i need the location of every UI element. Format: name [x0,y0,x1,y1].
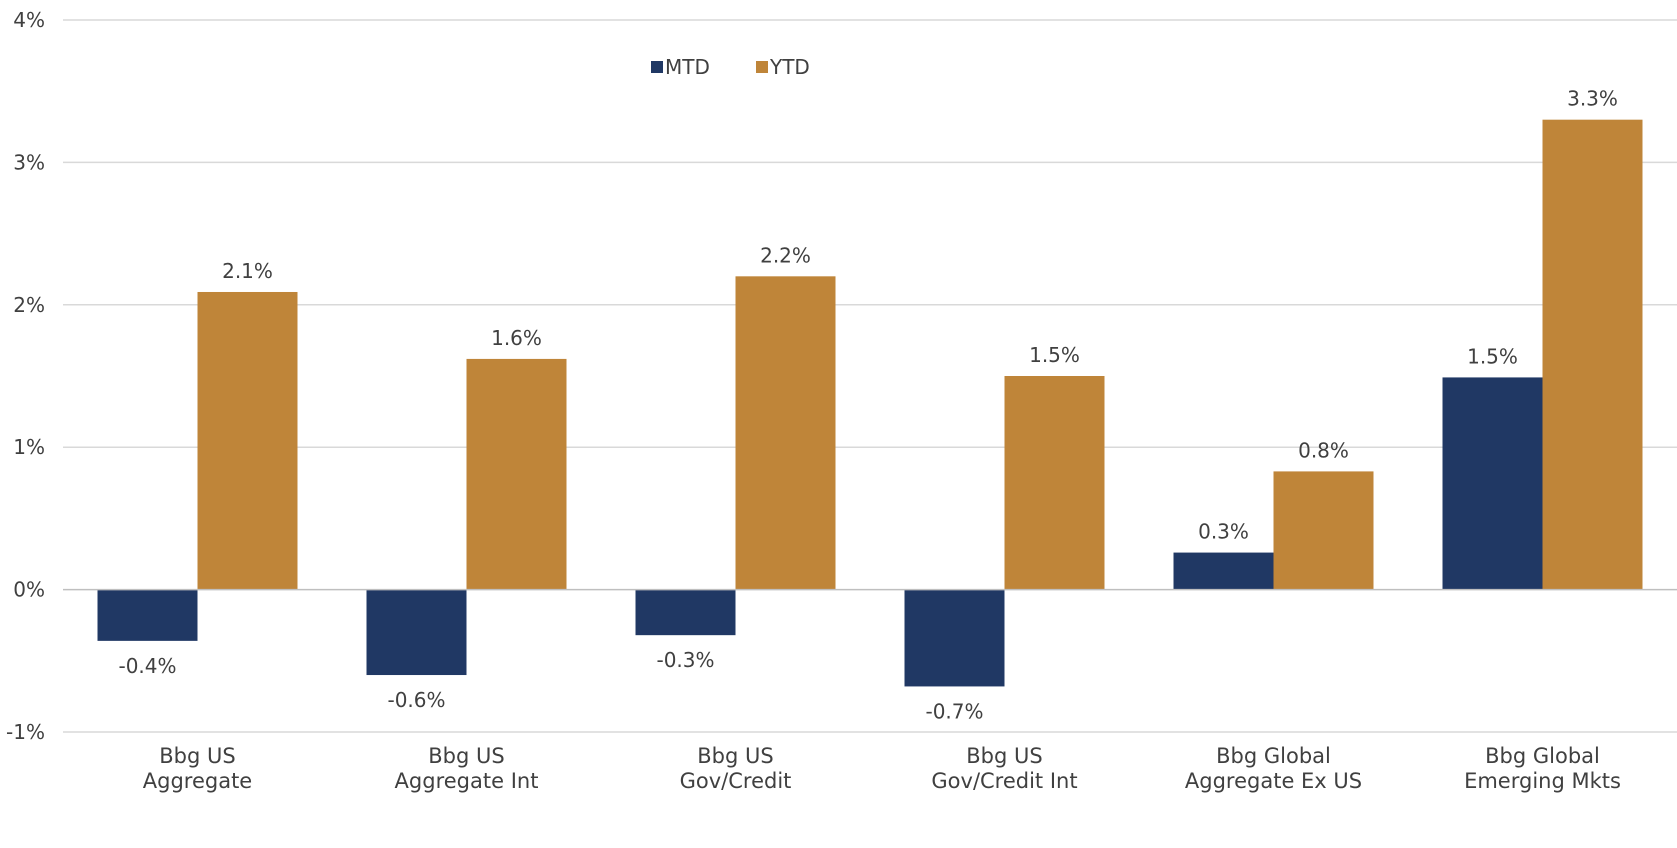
bar-ytd [735,276,836,590]
y-axis-tick-labels: -1% 0% 1% 2% 3% 4% [6,8,45,744]
data-labels: -0.4% 2.1% -0.6% 1.6% -0.3% 2.2% -0.7% 1.5% 0.3%… [118,87,1617,724]
category-label: Bbg Global Aggregate Ex US [1185,744,1362,793]
legend-label-mtd: MTD [665,55,710,79]
legend-label-ytd: YTD [769,55,810,79]
data-label-mtd: -0.7% [925,699,983,723]
data-label-ytd: 2.1% [222,259,273,283]
data-label-mtd: 1.5% [1467,344,1518,368]
category-label: Bbg US Aggregate [143,744,252,793]
y-tick-label: 2% [13,293,45,317]
x-axis-category-labels: Bbg US Aggregate Bbg US Aggregate Int Bbg US… [143,744,1621,793]
legend: MTD YTD [651,55,810,79]
data-label-ytd: 1.6% [491,326,542,350]
bar-ytd [1542,119,1643,590]
y-tick-label: 1% [13,435,45,459]
y-tick-label: 0% [13,578,45,602]
data-label-mtd: -0.6% [387,688,445,712]
y-tick-label: -1% [6,720,45,744]
category-label: Bbg US Gov/Credit Int [931,744,1077,793]
gridlines [63,19,1677,733]
bar-mtd [635,589,736,636]
legend-swatch-mtd [651,61,663,73]
bars [97,119,1643,687]
bar-mtd [1173,552,1274,590]
bar-mtd [1442,377,1543,590]
data-label-ytd: 1.5% [1029,343,1080,367]
data-label-mtd: -0.3% [656,648,714,672]
bar-ytd [466,358,567,590]
data-label-ytd: 3.3% [1567,87,1618,111]
data-label-mtd: 0.3% [1198,520,1249,544]
bar-ytd [1273,471,1374,590]
data-label-ytd: 0.8% [1298,438,1349,462]
y-tick-label: 4% [13,8,45,32]
category-label: Bbg US Aggregate Int [395,744,539,793]
y-tick-label: 3% [13,150,45,174]
bar-mtd [366,589,467,676]
bar-ytd [1004,376,1105,590]
bar-ytd [197,291,298,590]
data-label-ytd: 2.2% [760,243,811,267]
bar-mtd [97,589,198,641]
category-label: Bbg US Gov/Credit [680,744,792,793]
category-label: Bbg Global Emerging Mkts [1464,744,1621,793]
bar-mtd [904,589,1005,687]
legend-swatch-ytd [756,61,768,73]
data-label-mtd: -0.4% [118,654,176,678]
